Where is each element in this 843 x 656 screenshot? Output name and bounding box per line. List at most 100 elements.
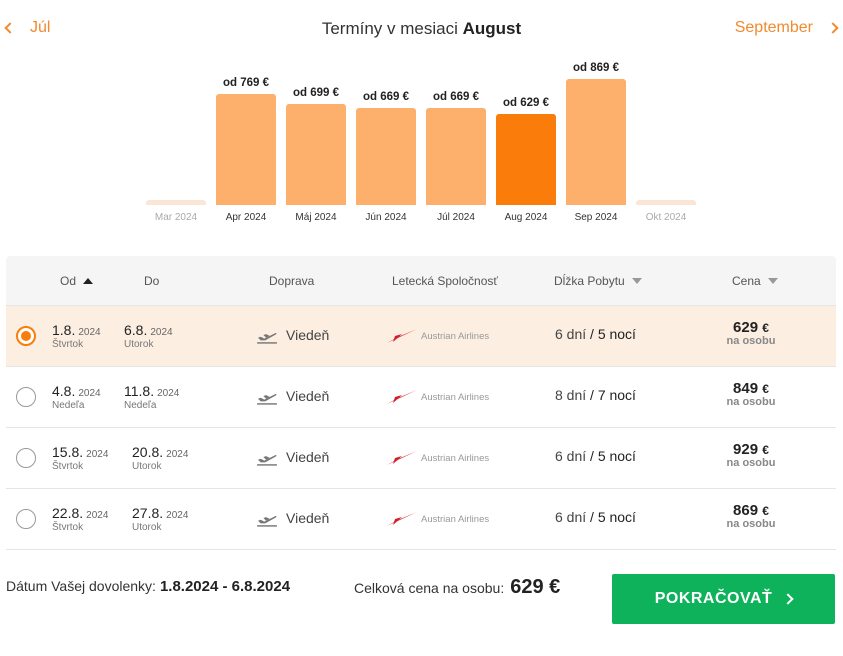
from-weekday: Nedeľa [52, 400, 85, 411]
chevron-right-icon [827, 22, 839, 34]
title-prefix: Termíny v mesiaci [321, 19, 458, 38]
airline-cell: Austrian Airlines [386, 388, 489, 406]
header-airline: Letecká Spoločnosť [392, 274, 498, 288]
table-body: 1.8. 2024 Štvrtok 6.8. 2024 Utorok Viedeň Austr… [6, 306, 836, 550]
to-date: 27.8. 2024 Utorok [132, 505, 188, 533]
vacation-date: Dátum Vašej dovolenky: 1.8.2024 - 6.8.202… [6, 578, 290, 595]
stay-separator: / [590, 509, 594, 525]
chart-tick-label: Apr 2024 [225, 212, 267, 223]
chart-bar-value: od 769 € [222, 77, 270, 89]
chevron-right-icon [782, 593, 794, 605]
header-stay[interactable]: Dĺžka Pobytu [554, 274, 642, 288]
stay-length: 6 dní / 5 nocí [555, 448, 636, 464]
stay-days: 8 dní [555, 387, 587, 403]
chart-bar[interactable] [566, 79, 626, 205]
chart-bar-value: od 699 € [292, 87, 340, 99]
from-day: 22.8. [52, 505, 84, 521]
stay-nights: 5 nocí [597, 509, 636, 525]
airline-cell: Austrian Airlines [386, 449, 489, 467]
to-weekday: Nedeľa [124, 400, 157, 411]
chart-bar[interactable] [216, 94, 276, 205]
plane-departure-icon [257, 455, 277, 466]
price-chart: Mar 2024 od 769 € Apr 2024 od 699 € Máj 2024… [0, 60, 843, 240]
stay-length: 6 dní / 5 nocí [555, 509, 636, 525]
vacation-date-label: Dátum Vašej dovolenky: [6, 578, 156, 594]
transport-city: Viedeň [286, 388, 330, 404]
continue-button-label: POKRAČOVAŤ [654, 590, 773, 607]
row-radio[interactable] [16, 387, 36, 407]
price-currency: € [762, 321, 769, 335]
stay-nights: 7 nocí [597, 387, 636, 403]
stay-days: 6 dní [555, 509, 587, 525]
from-date: 1.8. 2024 Štvrtok [52, 322, 101, 350]
price-per-person: na osobu [726, 457, 776, 469]
from-weekday: Štvrtok [52, 339, 84, 350]
austrian-airlines-logo-icon [387, 512, 417, 526]
to-year: 2024 [166, 510, 189, 521]
chart-bar[interactable] [426, 108, 486, 205]
chart-bar [146, 200, 206, 205]
chart-tick-label: Okt 2024 [645, 212, 687, 223]
from-date: 4.8. 2024 Nedeľa [52, 383, 101, 411]
stay-nights: 5 nocí [597, 326, 636, 342]
airline-name: Austrian Airlines [421, 391, 490, 403]
from-day: 1.8. [52, 322, 76, 338]
header-price-label: Cena [732, 274, 761, 288]
table-row[interactable]: 22.8. 2024 Štvrtok 27.8. 2024 Utorok Viedeň Aus… [6, 489, 836, 550]
airline-name: Austrian Airlines [421, 452, 490, 464]
from-date: 15.8. 2024 Štvrtok [52, 444, 108, 472]
to-day: 11.8. [124, 383, 155, 399]
header-price[interactable]: Cena [732, 274, 778, 288]
header-to-label: Do [144, 274, 160, 288]
price-per-person: na osobu [726, 335, 776, 347]
stay-length: 6 dní / 5 nocí [555, 326, 636, 342]
table-row[interactable]: 4.8. 2024 Nedeľa 11.8. 2024 Nedeľa Viedeň Austr… [6, 367, 836, 428]
to-weekday: Utorok [132, 522, 162, 533]
vacation-date-value: 1.8.2024 - 6.8.2024 [159, 578, 291, 595]
chart-bar[interactable] [286, 104, 346, 205]
row-radio[interactable] [16, 448, 36, 468]
airline-name: Austrian Airlines [421, 513, 490, 525]
price-value: 849 [733, 380, 759, 397]
row-radio[interactable] [16, 509, 36, 529]
header-from[interactable]: Od [60, 274, 94, 288]
chart-bar-value: od 629 € [502, 97, 550, 109]
sort-desc-icon [767, 278, 778, 284]
austrian-airlines-logo-icon [387, 329, 417, 343]
from-weekday: Štvrtok [52, 522, 84, 533]
chart-bar[interactable] [496, 114, 556, 205]
airline-cell: Austrian Airlines [386, 510, 489, 528]
chart-bar-value: od 669 € [432, 91, 480, 103]
table-row[interactable]: 15.8. 2024 Štvrtok 20.8. 2024 Utorok Viedeň Aus… [6, 428, 836, 489]
header-from-label: Od [60, 274, 77, 288]
price-per-person: na osobu [726, 518, 776, 530]
prev-month-link[interactable]: Júl [4, 19, 51, 37]
chart-tick-label: Máj 2024 [295, 212, 337, 223]
transport-cell: Viedeň [256, 448, 329, 466]
to-day: 20.8. [132, 444, 164, 460]
next-month-link[interactable]: September [735, 19, 839, 37]
austrian-airlines-logo-icon [387, 390, 417, 404]
from-weekday: Štvrtok [52, 461, 84, 472]
sort-asc-icon [83, 278, 94, 284]
transport-cell: Viedeň [256, 387, 329, 405]
transport-city: Viedeň [286, 327, 330, 343]
continue-button[interactable]: POKRAČOVAŤ [612, 574, 835, 624]
header-transport: Doprava [269, 274, 314, 288]
price-value: 629 [733, 319, 759, 336]
chart-bar[interactable] [356, 108, 416, 205]
from-day: 4.8. [52, 383, 76, 399]
stay-separator: / [590, 326, 594, 342]
from-year: 2024 [86, 449, 109, 460]
chart-bar-value: od 869 € [572, 62, 620, 74]
departure-table: Od Do Doprava Letecká Spoločnosť Dĺžka P… [6, 256, 836, 550]
table-row[interactable]: 1.8. 2024 Štvrtok 6.8. 2024 Utorok Viedeň Austr… [6, 306, 836, 367]
row-radio[interactable] [16, 326, 36, 346]
prev-month-label: Júl [30, 19, 51, 36]
to-weekday: Utorok [132, 461, 162, 472]
to-date: 11.8. 2024 Nedeľa [124, 383, 179, 411]
price-cell: 929 € na osobu [706, 441, 796, 469]
to-year: 2024 [157, 388, 180, 399]
chart-bar [636, 200, 696, 205]
price-cell: 629 € na osobu [706, 319, 796, 347]
